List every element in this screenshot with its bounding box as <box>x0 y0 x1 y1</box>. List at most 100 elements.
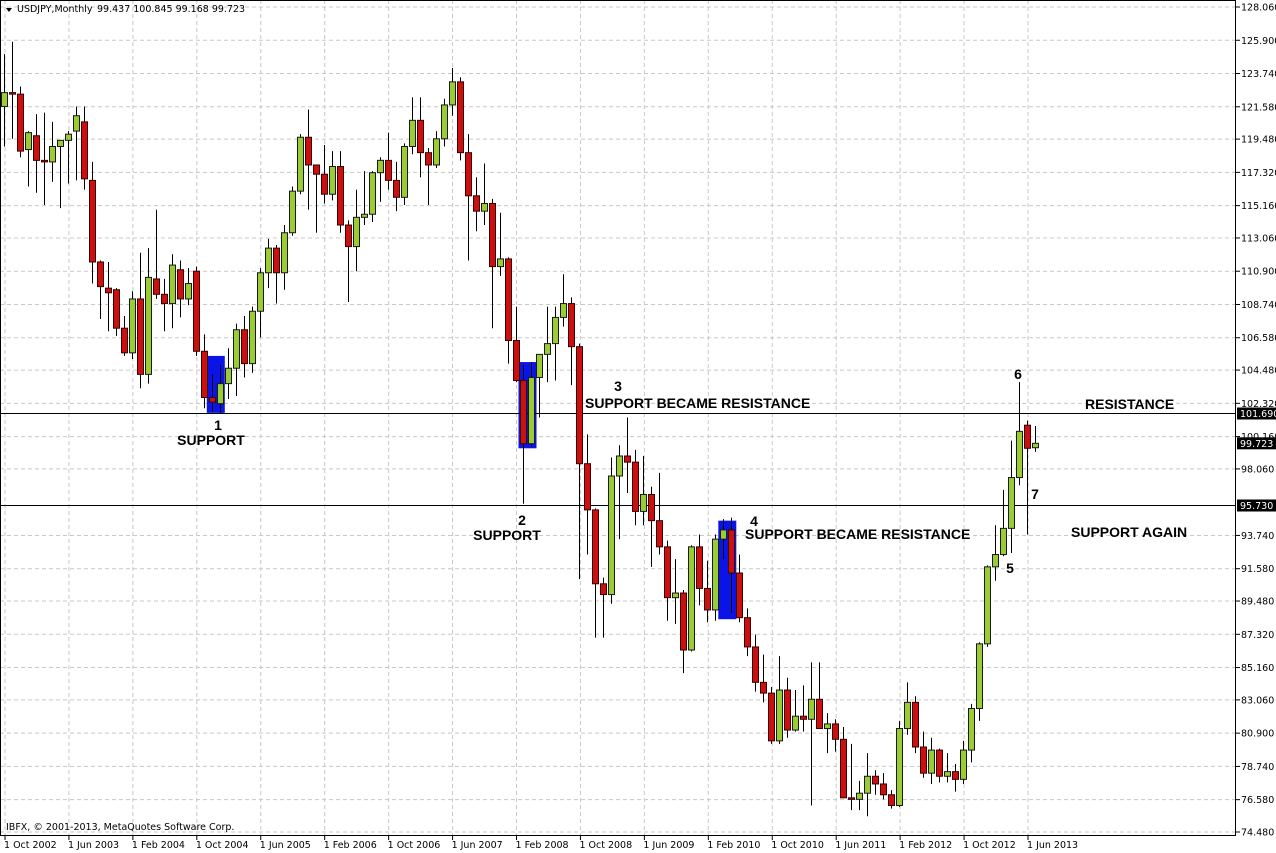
candle <box>824 713 831 754</box>
annotation-support-2: SUPPORT <box>473 527 541 543</box>
y-tick-label: 121.580 <box>1241 102 1276 113</box>
x-tick-label: 1 Feb 2012 <box>899 840 952 851</box>
annotation-support-became-resistance-2: SUPPORT BECAME RESISTANCE <box>745 526 970 542</box>
candle <box>169 254 176 329</box>
annotation-3: 3 <box>614 378 622 394</box>
candle <box>768 686 775 744</box>
bull-candle-body <box>864 775 871 794</box>
ohlc-readout: 99.437 100.845 99.168 99.723 <box>97 4 245 15</box>
candle <box>121 315 128 356</box>
time-axis[interactable]: 1 Oct 2002 1 Jun 2003 1 Feb 2004 1 Oct 2004… <box>4 835 1078 851</box>
candle <box>417 97 424 178</box>
candle <box>992 525 999 581</box>
candle <box>776 656 783 744</box>
candle <box>217 365 224 413</box>
bear-candle-body <box>209 396 216 403</box>
candle <box>265 238 272 289</box>
candle <box>888 790 895 809</box>
annotation-support-became-resistance-1: SUPPORT BECAME RESISTANCE <box>585 395 810 411</box>
candle <box>481 163 488 226</box>
y-tick-label: 85.160 <box>1241 663 1274 674</box>
bear-candle-body <box>425 152 432 166</box>
candle <box>576 343 583 580</box>
y-tick-label: 87.320 <box>1241 630 1274 641</box>
bear-candle-body <box>113 289 120 329</box>
candle <box>584 434 591 555</box>
bull-candle-body <box>528 376 535 445</box>
y-tick-label: 89.480 <box>1241 597 1274 608</box>
bull-candle-body <box>672 592 679 599</box>
candle <box>249 306 256 373</box>
x-tick-label: 1 Oct 2002 <box>4 840 57 851</box>
candle <box>752 634 759 692</box>
bull-candle-body <box>249 310 256 365</box>
candle <box>393 161 400 212</box>
candle <box>17 86 24 158</box>
candle <box>664 540 671 621</box>
y-tick-label: 125.900 <box>1241 36 1276 47</box>
price-axis[interactable]: 128.060 125.900 123.740 121.580 119.480 117.3… <box>1236 3 1276 839</box>
candle <box>449 67 456 116</box>
candle <box>425 148 432 206</box>
bull-candle-body <box>792 715 799 731</box>
y-tick-label: 74.480 <box>1241 828 1274 839</box>
y-tick-label: 117.320 <box>1241 168 1276 179</box>
y-tick-label: 93.740 <box>1241 531 1274 542</box>
candle <box>193 266 200 356</box>
candles <box>1 41 1039 817</box>
y-tick-label: 102.320 <box>1241 399 1276 410</box>
candle <box>792 690 799 732</box>
annotation-6: 6 <box>1014 366 1022 382</box>
candle <box>409 97 416 155</box>
bull-candle-body <box>616 455 623 477</box>
dropdown-triangle-icon[interactable] <box>6 8 12 12</box>
bull-candle-body <box>49 146 56 163</box>
candle <box>385 132 392 190</box>
bull-candle-body <box>225 367 232 385</box>
bear-candle-body <box>600 583 607 596</box>
y-tick-label: 110.900 <box>1241 267 1276 278</box>
x-tick-label: 1 Oct 2010 <box>771 840 824 851</box>
candle <box>225 348 232 400</box>
bear-candle-body <box>81 121 88 180</box>
bear-candle-body <box>624 455 631 463</box>
candle <box>968 703 975 763</box>
bull-candle-body <box>904 701 911 730</box>
bull-candle-body <box>449 81 456 106</box>
bear-candle-body <box>241 329 248 365</box>
candle <box>505 257 512 364</box>
bull-candle-body <box>552 316 559 345</box>
annotation-4: 4 <box>750 513 758 529</box>
annotation-support-1: SUPPORT <box>177 432 245 448</box>
candle <box>560 274 567 327</box>
candle <box>1000 489 1007 557</box>
candle <box>848 743 855 811</box>
bear-candle-body <box>760 681 767 694</box>
candle <box>105 261 112 332</box>
candle <box>209 374 216 412</box>
bull-candle-body <box>824 723 831 730</box>
y-tick-label: 80.900 <box>1241 729 1274 740</box>
candle <box>856 780 863 811</box>
annotation-7: 7 <box>1031 486 1039 502</box>
candle <box>656 472 663 555</box>
bull-candle-body <box>1008 477 1015 529</box>
bear-candle-body <box>568 303 575 348</box>
bear-candle-body <box>305 136 312 166</box>
y-tick-label: 119.480 <box>1241 135 1276 146</box>
bull-candle-body <box>720 529 727 540</box>
bull-candle-body <box>560 303 567 318</box>
candle <box>297 134 304 195</box>
bull-candle-body <box>976 643 983 710</box>
candle <box>145 248 152 384</box>
bear-candle-body <box>696 546 703 589</box>
candle <box>153 209 160 299</box>
candle <box>377 157 384 202</box>
bear-candle-body <box>632 461 639 512</box>
bull-candle-body <box>481 202 488 212</box>
annotation-5: 5 <box>1006 560 1014 576</box>
candle <box>880 773 887 800</box>
bear-candle-body <box>800 715 807 720</box>
candle <box>1008 440 1015 553</box>
